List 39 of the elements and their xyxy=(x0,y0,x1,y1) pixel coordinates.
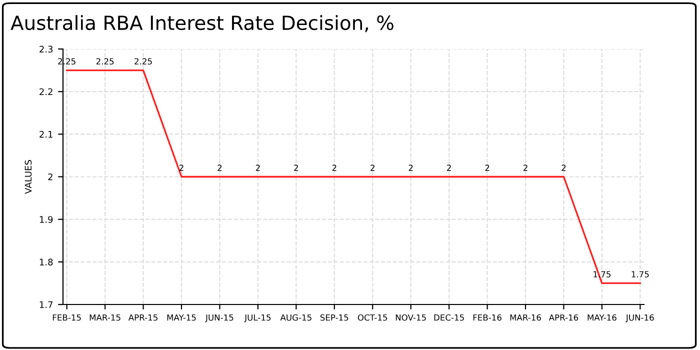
data-label: 2 xyxy=(408,164,413,171)
data-label: 2 xyxy=(294,164,298,171)
x-tick-label: JUN-16 xyxy=(626,314,654,322)
y-tick-label: 1.8 xyxy=(40,258,53,266)
y-tick-label: 2.2 xyxy=(40,88,52,96)
data-label: 2 xyxy=(332,164,336,171)
x-tick-label: NOV-15 xyxy=(396,314,426,321)
x-tick-label: AUG-15 xyxy=(280,314,312,321)
data-label: 2 xyxy=(218,164,222,171)
x-tick-label: MAR-16 xyxy=(510,314,541,321)
chart-title: Australia RBA Interest Rate Decision, % xyxy=(10,15,394,32)
data-label: 2 xyxy=(179,164,184,171)
data-label: 2 xyxy=(447,164,451,171)
y-tick-label: 2 xyxy=(48,173,52,180)
data-label: 2.25 xyxy=(96,58,114,65)
data-label: 2 xyxy=(370,164,374,171)
data-label: 1.75 xyxy=(632,271,649,278)
y-tick-label: 1.9 xyxy=(40,216,53,223)
y-tick-label: 1.7 xyxy=(40,301,53,308)
data-label: 2 xyxy=(523,164,528,171)
x-tick-label: MAY-16 xyxy=(588,314,616,321)
x-tick-label: JUL-15 xyxy=(244,314,271,322)
x-tick-label: JUN-15 xyxy=(205,314,234,322)
x-tick-label: SEP-15 xyxy=(320,314,348,321)
y-tick-label: 2.1 xyxy=(40,130,52,138)
data-label: 2.25 xyxy=(134,58,152,65)
data-label: 2 xyxy=(485,164,490,171)
x-tick-label: FEB-15 xyxy=(52,314,81,321)
x-tick-label: MAY-15 xyxy=(167,314,196,321)
data-label: 2 xyxy=(562,164,566,171)
x-tick-label: OCT-15 xyxy=(358,314,388,321)
y-tick-label: 2.3 xyxy=(40,46,53,53)
x-tick-label: MAR-15 xyxy=(90,314,120,321)
data-label: 2 xyxy=(256,164,260,171)
y-axis-title: VALUES xyxy=(24,160,32,194)
x-tick-label: APR-15 xyxy=(128,314,158,321)
x-tick-label: DEC-15 xyxy=(434,314,464,321)
x-tick-label: FEB-16 xyxy=(473,314,502,321)
x-tick-label: APR-16 xyxy=(548,314,578,321)
